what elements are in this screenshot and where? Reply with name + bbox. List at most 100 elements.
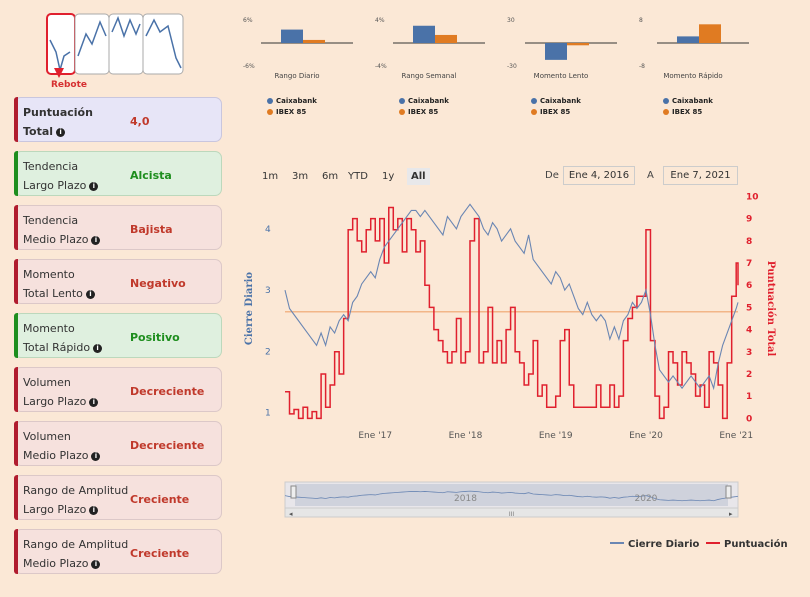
card-accent-bar bbox=[14, 475, 18, 520]
y-tick-right: 3 bbox=[746, 348, 752, 358]
info-icon[interactable]: i bbox=[85, 290, 95, 299]
legend-cierre-label: Cierre Diario bbox=[628, 539, 700, 550]
tick-top: 8 bbox=[639, 17, 643, 24]
card-title-line1: Volumen bbox=[23, 376, 71, 389]
card-title-line1: Tendencia bbox=[23, 160, 79, 173]
card-accent-bar bbox=[14, 97, 18, 142]
navigator-handle-right[interactable] bbox=[725, 485, 732, 499]
range-button-1y[interactable]: 1y bbox=[382, 171, 395, 182]
scrollbar[interactable] bbox=[284, 507, 739, 518]
legend-label: Caixabank bbox=[408, 97, 449, 105]
card-momento-rapido[interactable]: Momento Total Rápido i Positivo bbox=[14, 313, 222, 358]
legend-caixabank[interactable]: Caixabank bbox=[399, 97, 449, 105]
scroll-right-arrow-icon[interactable]: ▸ bbox=[729, 510, 733, 518]
scroll-grip-icon[interactable]: III bbox=[509, 511, 515, 518]
card-volumen-medio[interactable]: Volumen Medio Plazo i Decreciente bbox=[14, 421, 222, 466]
mini-chart-2: 30 -30 Momento Lento Caixabank IBEX 85 bbox=[505, 12, 617, 122]
legend-ibex[interactable]: IBEX 85 bbox=[267, 108, 306, 116]
legend-puntuacion[interactable]: Puntuación bbox=[706, 539, 788, 550]
card-puntuacion-total[interactable]: Puntuación Total i 4,0 bbox=[14, 97, 222, 142]
card-value: Creciente bbox=[130, 547, 190, 560]
legend-ibex[interactable]: IBEX 85 bbox=[531, 108, 570, 116]
navigator-series bbox=[284, 490, 739, 502]
card-rango-medio[interactable]: Rango de Amplitud Medio Plazo i Creciente bbox=[14, 529, 222, 574]
y-tick-left: 2 bbox=[265, 347, 271, 357]
range-button-3m[interactable]: 3m bbox=[292, 171, 309, 182]
range-button-all[interactable]: All bbox=[407, 168, 430, 185]
bar-ibex[interactable] bbox=[699, 24, 721, 43]
navigator-handle-left[interactable] bbox=[290, 485, 297, 499]
legend-ibex[interactable]: IBEX 85 bbox=[399, 108, 438, 116]
info-icon[interactable]: i bbox=[91, 452, 101, 461]
date-to-input[interactable]: Ene 7, 2021 bbox=[663, 166, 738, 185]
card-tendencia-medio[interactable]: Tendencia Medio Plazo i Bajista bbox=[14, 205, 222, 250]
mini-chart-3: 8 -8 Momento Rápido Caixabank IBEX 85 bbox=[637, 12, 749, 122]
card-rango-largo[interactable]: Rango de Amplitud Largo Plazo i Creciente bbox=[14, 475, 222, 520]
date-from-input[interactable]: Ene 4, 2016 bbox=[563, 166, 635, 185]
tick-bottom: -30 bbox=[507, 63, 517, 70]
tick-bottom: -8 bbox=[639, 63, 645, 70]
y-tick-right: 2 bbox=[746, 370, 752, 380]
info-icon[interactable]: i bbox=[91, 236, 101, 245]
pattern-thumb-caida[interactable] bbox=[142, 13, 184, 75]
legend-label: Caixabank bbox=[276, 97, 317, 105]
scroll-left-arrow-icon[interactable]: ◂ bbox=[289, 510, 293, 518]
pattern-thumb-rebote[interactable] bbox=[46, 13, 76, 78]
mini-chart-1: 4% -4% Rango Semanal Caixabank IBEX 85 bbox=[373, 12, 485, 122]
info-icon[interactable]: i bbox=[89, 398, 99, 407]
card-accent-bar bbox=[14, 529, 18, 574]
info-icon[interactable]: i bbox=[56, 128, 66, 137]
range-button-ytd[interactable]: YTD bbox=[348, 171, 368, 182]
pattern-label: Rebote bbox=[50, 80, 88, 90]
card-title-line1: Momento bbox=[23, 268, 75, 281]
y-axis-label-left: Cierre Diario bbox=[244, 272, 255, 346]
legend-caixabank[interactable]: Caixabank bbox=[663, 97, 713, 105]
tick-top: 6% bbox=[243, 17, 253, 24]
card-tendencia-largo[interactable]: Tendencia Largo Plazo i Alcista bbox=[14, 151, 222, 196]
bar-ibex[interactable] bbox=[435, 34, 457, 43]
x-tick: Ene '21 bbox=[719, 431, 753, 441]
legend-caixabank[interactable]: Caixabank bbox=[531, 97, 581, 105]
pattern-thumb-canal[interactable] bbox=[108, 13, 144, 75]
x-tick: Ene '19 bbox=[539, 431, 573, 441]
info-icon[interactable]: i bbox=[93, 344, 103, 353]
card-title-line1: Rango de Amplitud bbox=[23, 538, 129, 551]
card-value: 4,0 bbox=[130, 115, 150, 128]
navigator-window[interactable] bbox=[295, 484, 728, 506]
tick-bottom: -6% bbox=[243, 63, 255, 70]
range-button-1m[interactable]: 1m bbox=[262, 171, 279, 182]
date-to-label: A bbox=[647, 170, 654, 181]
legend-ibex[interactable]: IBEX 85 bbox=[663, 108, 702, 116]
legend-caixabank[interactable]: Caixabank bbox=[267, 97, 317, 105]
bar-caixabank[interactable] bbox=[281, 29, 303, 43]
info-icon[interactable]: i bbox=[89, 506, 99, 515]
card-momento-lento[interactable]: Momento Total Lento i Negativo bbox=[14, 259, 222, 304]
legend-cierre[interactable]: Cierre Diario bbox=[610, 539, 699, 550]
series-cierre-diario[interactable] bbox=[284, 203, 739, 391]
tick-bottom: -4% bbox=[375, 63, 387, 70]
bar-caixabank[interactable] bbox=[677, 36, 699, 43]
info-icon[interactable]: i bbox=[91, 560, 101, 569]
mini-chart-plot: 6% -6% bbox=[243, 17, 353, 70]
legend-label: Caixabank bbox=[540, 97, 581, 105]
card-title-line2: Largo Plazo i bbox=[23, 395, 99, 408]
card-value: Negativo bbox=[130, 277, 186, 290]
series-puntuacion[interactable] bbox=[285, 206, 739, 420]
pattern-selector[interactable] bbox=[44, 12, 186, 94]
info-icon[interactable]: i bbox=[89, 182, 99, 191]
y-tick-right: 7 bbox=[746, 259, 752, 269]
range-button-6m[interactable]: 6m bbox=[322, 171, 339, 182]
bar-ibex[interactable] bbox=[303, 39, 325, 43]
bar-caixabank[interactable] bbox=[545, 43, 567, 60]
card-volumen-largo[interactable]: Volumen Largo Plazo i Decreciente bbox=[14, 367, 222, 412]
card-value: Creciente bbox=[130, 493, 190, 506]
legend-dot bbox=[267, 109, 273, 115]
y-tick-right: 9 bbox=[746, 215, 752, 225]
mini-chart-title: Momento Rápido bbox=[663, 72, 723, 80]
bar-caixabank[interactable] bbox=[413, 25, 435, 43]
card-title-line1: Tendencia bbox=[23, 214, 79, 227]
legend-label: IBEX 85 bbox=[540, 108, 571, 116]
bar-ibex[interactable] bbox=[567, 43, 589, 46]
pattern-thumb-tendencia[interactable] bbox=[74, 13, 110, 75]
card-value: Bajista bbox=[130, 223, 173, 236]
